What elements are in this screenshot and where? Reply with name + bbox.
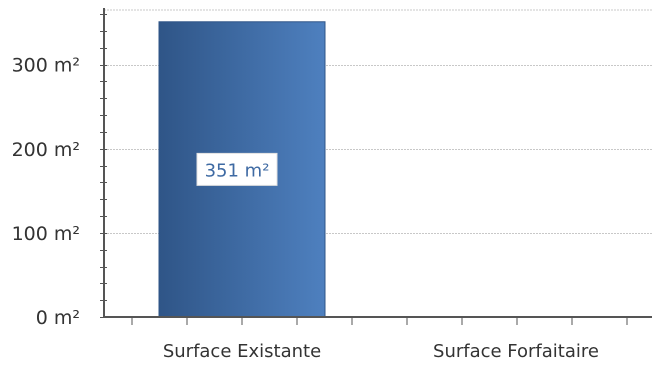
y-tick-label: 200 m² [12, 139, 80, 161]
x-tick-labels: Surface Existante Surface Forfaitaire [163, 341, 599, 362]
data-label: 351 m² [196, 152, 278, 186]
axes [100, 8, 652, 325]
data-label-text: 351 m² [205, 160, 270, 181]
data-labels: 351 m² [196, 152, 278, 186]
y-tick-label: 300 m² [12, 55, 80, 77]
y-tick-label: 0 m² [36, 307, 80, 329]
x-category-label: Surface Existante [163, 341, 321, 362]
y-tick-label: 100 m² [12, 223, 80, 245]
y-tick-labels: 0 m² 100 m² 200 m² 300 m² [12, 55, 80, 329]
x-category-label: Surface Forfaitaire [433, 341, 599, 362]
data-label-box [196, 152, 278, 186]
